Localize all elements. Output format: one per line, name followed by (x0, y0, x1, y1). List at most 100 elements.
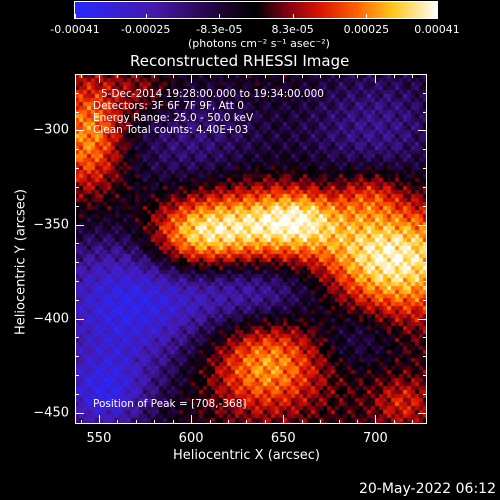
x-tick-mark (209, 74, 211, 78)
x-tick-mark (264, 420, 266, 424)
x-tick-mark (227, 74, 229, 78)
x-tick-mark (320, 74, 322, 78)
colorbar-tick-label: -0.00041 (50, 23, 100, 36)
y-tick-mark (423, 375, 427, 377)
colorbar-frame (74, 1, 438, 19)
x-tick-mark (301, 420, 303, 424)
y-tick-label: −400 (33, 311, 69, 327)
colorbar-tick-label: -0.00025 (120, 23, 171, 36)
x-tick-mark (172, 420, 174, 424)
x-tick-mark (301, 74, 303, 78)
x-tick-mark (191, 74, 193, 83)
method-annotation: Clean Total counts: 4.40E+03 (93, 124, 249, 136)
y-tick-mark (418, 318, 427, 320)
y-tick-mark (75, 299, 79, 301)
y-tick-mark (75, 111, 79, 113)
x-tick-mark (135, 420, 137, 424)
x-tick-mark (246, 74, 248, 78)
y-tick-mark (75, 224, 84, 226)
x-tick-mark (356, 420, 358, 424)
y-tick-mark (423, 205, 427, 207)
y-tick-mark (423, 280, 427, 282)
energy-range-annotation: Energy Range: 25.0 - 50.0 keV (93, 112, 254, 124)
colorbar-tick-mark (292, 14, 294, 19)
x-tick-mark (98, 74, 100, 83)
y-tick-mark (75, 356, 79, 358)
rhessi-image (75, 74, 427, 424)
x-tick-mark (375, 415, 377, 424)
x-tick-mark (227, 420, 229, 424)
x-tick-mark (412, 74, 414, 78)
x-tick-label: 550 (86, 431, 112, 446)
x-axis-label: Heliocentric X (arcsec) (173, 448, 320, 463)
timestamp: 20-May-2022 06:12 (358, 481, 496, 497)
colorbar-tick-mark (366, 14, 368, 19)
x-tick-mark (338, 420, 340, 424)
colorbar-tick-mark (437, 14, 438, 19)
y-tick-mark (75, 168, 79, 170)
x-tick-mark (356, 74, 358, 78)
colorbar-tick-label: 8.3e-05 (271, 23, 314, 36)
colorbar-tick-label: 0.00041 (414, 23, 460, 36)
y-tick-mark (423, 337, 427, 339)
y-tick-mark (423, 299, 427, 301)
y-tick-mark (75, 337, 79, 339)
x-tick-mark (338, 74, 340, 78)
y-tick-mark (423, 356, 427, 358)
colorbar-units: (photons cm⁻² s⁻¹ asec⁻²) (188, 37, 330, 50)
colorbar-tick-label: -8.3e-05 (196, 23, 243, 36)
x-tick-mark (154, 420, 156, 424)
time-range-annotation: 5-Dec-2014 19:28:00.000 to 19:34:00.000 (101, 88, 324, 100)
x-tick-label: 700 (362, 431, 388, 446)
y-tick-mark (423, 149, 427, 151)
y-tick-mark (75, 92, 79, 94)
y-tick-mark (75, 375, 79, 377)
y-tick-mark (75, 262, 79, 264)
y-tick-mark (75, 280, 79, 282)
plot-title: Reconstructed RHESSI Image (130, 52, 350, 70)
colorbar-tick-label: 0.00025 (343, 23, 390, 36)
y-tick-mark (418, 412, 427, 414)
y-tick-label: −450 (33, 405, 69, 421)
x-tick-mark (283, 415, 285, 424)
x-tick-mark (393, 74, 395, 78)
x-tick-mark (135, 74, 137, 78)
x-tick-mark (283, 74, 285, 83)
colorbar-tick-mark (75, 14, 76, 19)
colorbar-tick-mark (145, 14, 147, 19)
y-tick-mark (423, 92, 427, 94)
x-tick-mark (209, 420, 211, 424)
detectors-annotation: Detectors: 3F 6F 7F 9F, Att 0 (93, 100, 244, 112)
y-tick-mark (423, 168, 427, 170)
x-tick-mark (375, 74, 377, 83)
y-tick-mark (75, 393, 79, 395)
y-tick-mark (418, 224, 427, 226)
x-tick-mark (98, 415, 100, 424)
x-tick-mark (393, 420, 395, 424)
y-tick-mark (423, 186, 427, 188)
y-tick-mark (75, 205, 79, 207)
y-tick-mark (423, 393, 427, 395)
y-tick-mark (75, 186, 79, 188)
y-tick-mark (75, 130, 84, 132)
x-tick-mark (117, 420, 119, 424)
peak-position-annotation: Position of Peak = [708,-368] (93, 398, 247, 410)
x-tick-mark (246, 420, 248, 424)
y-tick-label: −300 (33, 122, 69, 138)
x-tick-mark (412, 420, 414, 424)
x-tick-mark (117, 74, 119, 78)
y-tick-mark (423, 243, 427, 245)
y-tick-mark (75, 243, 79, 245)
x-tick-mark (191, 415, 193, 424)
x-tick-mark (264, 74, 266, 78)
colorbar (75, 2, 437, 18)
colorbar-tick-mark (219, 14, 221, 19)
y-tick-mark (418, 130, 427, 132)
y-tick-mark (75, 149, 79, 151)
x-tick-mark (80, 74, 82, 78)
y-tick-mark (423, 111, 427, 113)
y-axis-label: Heliocentric Y (arcsec) (13, 189, 29, 335)
x-tick-label: 650 (270, 431, 296, 446)
y-tick-mark (75, 412, 84, 414)
x-tick-mark (320, 420, 322, 424)
